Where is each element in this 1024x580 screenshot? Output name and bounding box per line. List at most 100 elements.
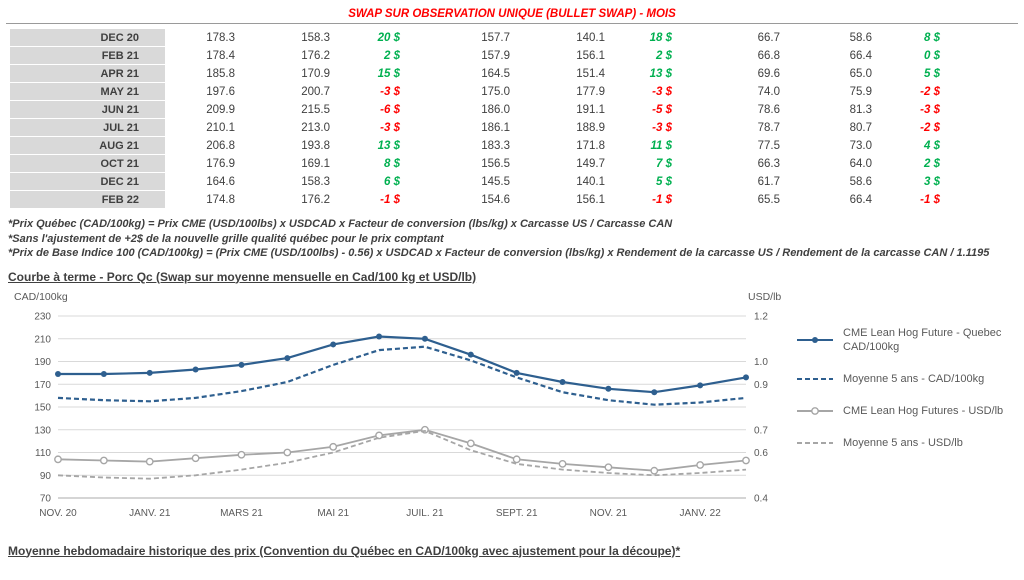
svg-text:JUIL. 21: JUIL. 21 xyxy=(406,508,444,519)
value-cell: 66.7 xyxy=(757,32,780,44)
diff-cell: 13 $ xyxy=(649,68,672,80)
svg-text:230: 230 xyxy=(34,311,51,322)
diff-cell: -1 $ xyxy=(652,194,672,206)
value-cell: 197.6 xyxy=(206,86,235,98)
value-cell: 149.7 xyxy=(576,158,605,170)
value-cell: 73.0 xyxy=(849,140,872,152)
value-cell: 154.6 xyxy=(481,194,510,206)
value-cell: 176.2 xyxy=(301,194,330,206)
value-cell: 74.0 xyxy=(757,86,780,98)
svg-text:NOV. 20: NOV. 20 xyxy=(39,508,77,519)
svg-text:0.4: 0.4 xyxy=(754,493,768,504)
table-row: FEB 21 178.4 176.2 2 $ 157.9 156.1 2 $ 66.8 66.4… xyxy=(10,47,940,65)
value-cell: 169.1 xyxy=(301,158,330,170)
month-cell: JUL 21 xyxy=(10,119,165,137)
footnotes: *Prix Québec (CAD/100kg) = Prix CME (USD… xyxy=(8,217,1008,261)
value-cell: 66.4 xyxy=(849,194,872,206)
value-cell: 157.7 xyxy=(481,32,510,44)
diff-cell: -1 $ xyxy=(920,194,940,206)
svg-text:MARS 21: MARS 21 xyxy=(220,508,263,519)
table-row: DEC 20 178.3 158.3 20 $ 157.7 140.1 18 $ 66.7 58… xyxy=(10,29,940,47)
svg-text:70: 70 xyxy=(40,493,52,504)
value-cell: 156.1 xyxy=(576,50,605,62)
value-cell: 75.9 xyxy=(849,86,872,98)
value-cell: 213.0 xyxy=(301,122,330,134)
value-cell: 156.5 xyxy=(481,158,510,170)
diff-cell: 2 $ xyxy=(924,158,940,170)
value-cell: 156.1 xyxy=(576,194,605,206)
value-cell: 215.5 xyxy=(301,104,330,116)
diff-cell: 2 $ xyxy=(384,50,400,62)
diff-cell: -5 $ xyxy=(652,104,672,116)
diff-cell: 0 $ xyxy=(924,50,940,62)
footnote-line: *Prix de Base Indice 100 (CAD/100kg) = (… xyxy=(8,247,990,259)
chart-plot: 230 1.2 210 190 1.0 170 0.9 150 130 0.7 110 0.6 90 70… xyxy=(14,291,781,519)
diff-cell: 6 $ xyxy=(384,176,400,188)
month-cell: AUG 21 xyxy=(10,137,165,155)
table-row: JUN 21 209.9 215.5 -6 $ 186.0 191.1 -5 $ 78.6 81… xyxy=(10,101,940,119)
value-cell: 77.5 xyxy=(757,140,780,152)
diff-cell: -3 $ xyxy=(380,122,400,134)
value-cell: 186.0 xyxy=(481,104,510,116)
legend-item: CME Lean Hog Future - Quebec CAD/100kg xyxy=(796,326,1014,354)
month-cell: DEC 20 xyxy=(10,29,165,47)
value-cell: 206.8 xyxy=(206,140,235,152)
report-page: SWAP SUR OBSERVATION UNIQUE (BULLET SWAP… xyxy=(6,8,1018,558)
footnote-line: *Prix Québec (CAD/100kg) = Prix CME (USD… xyxy=(8,218,673,230)
title-divider xyxy=(6,23,1018,24)
value-cell: 178.3 xyxy=(206,32,235,44)
svg-text:0.9: 0.9 xyxy=(754,379,768,390)
swap-table: DEC 20 178.3 158.3 20 $ 157.7 140.1 18 $ 66.7 58… xyxy=(10,29,940,209)
svg-text:SEPT. 21: SEPT. 21 xyxy=(496,508,538,519)
diff-cell: -3 $ xyxy=(380,86,400,98)
diff-cell: -2 $ xyxy=(920,122,940,134)
legend-label: CME Lean Hog Futures - USD/lb xyxy=(843,404,1004,417)
value-cell: 158.3 xyxy=(301,32,330,44)
legend-line-swatch xyxy=(797,406,833,415)
month-cell: DEC 21 xyxy=(10,173,165,191)
svg-text:CAD/100kg: CAD/100kg xyxy=(14,291,68,303)
legend-label: Moyenne 5 ans - CAD/100kg xyxy=(843,372,985,385)
value-cell: 140.1 xyxy=(576,176,605,188)
legend-line-swatch xyxy=(797,441,833,444)
value-cell: 175.0 xyxy=(481,86,510,98)
legend-label: CME Lean Hog Future - Quebec CAD/100kg xyxy=(843,326,1002,353)
value-cell: 78.7 xyxy=(757,122,780,134)
value-cell: 81.3 xyxy=(849,104,872,116)
diff-cell: 2 $ xyxy=(656,50,672,62)
svg-text:150: 150 xyxy=(34,402,51,413)
svg-text:90: 90 xyxy=(40,470,52,481)
value-cell: 164.5 xyxy=(481,68,510,80)
legend-item: CME Lean Hog Futures - USD/lb xyxy=(796,404,1014,418)
value-cell: 69.6 xyxy=(757,68,780,80)
diff-cell: -3 $ xyxy=(652,122,672,134)
value-cell: 185.8 xyxy=(206,68,235,80)
value-cell: 171.8 xyxy=(576,140,605,152)
diff-cell: -3 $ xyxy=(920,104,940,116)
diff-cell: 5 $ xyxy=(924,68,940,80)
value-cell: 210.1 xyxy=(206,122,235,134)
diff-cell: 7 $ xyxy=(656,158,672,170)
weekly-average-heading: Moyenne hebdomadaire historique des prix… xyxy=(8,543,681,558)
svg-text:110: 110 xyxy=(35,448,51,459)
svg-text:MAI 21: MAI 21 xyxy=(317,508,349,519)
value-cell: 178.4 xyxy=(206,50,235,62)
forward-curve-heading: Courbe à terme - Porc Qc (Swap sur moyen… xyxy=(8,269,477,284)
svg-text:190: 190 xyxy=(34,357,51,368)
value-cell: 66.8 xyxy=(757,50,780,62)
value-cell: 80.7 xyxy=(849,122,872,134)
diff-cell: 13 $ xyxy=(377,140,400,152)
svg-text:210: 210 xyxy=(34,334,51,345)
diff-cell: -2 $ xyxy=(920,86,940,98)
month-cell: FEB 22 xyxy=(10,191,165,209)
value-cell: 66.4 xyxy=(849,50,872,62)
legend-line-swatch xyxy=(797,377,833,380)
month-cell: MAY 21 xyxy=(10,83,165,101)
diff-cell: 20 $ xyxy=(377,32,400,44)
legend-item: Moyenne 5 ans - USD/lb xyxy=(796,436,1014,450)
svg-text:0.6: 0.6 xyxy=(754,448,768,459)
table-row: OCT 21 176.9 169.1 8 $ 156.5 149.7 7 $ 66.3 64.0… xyxy=(10,155,940,173)
value-cell: 151.4 xyxy=(576,68,605,80)
diff-cell: 8 $ xyxy=(924,32,940,44)
month-cell: APR 21 xyxy=(10,65,165,83)
